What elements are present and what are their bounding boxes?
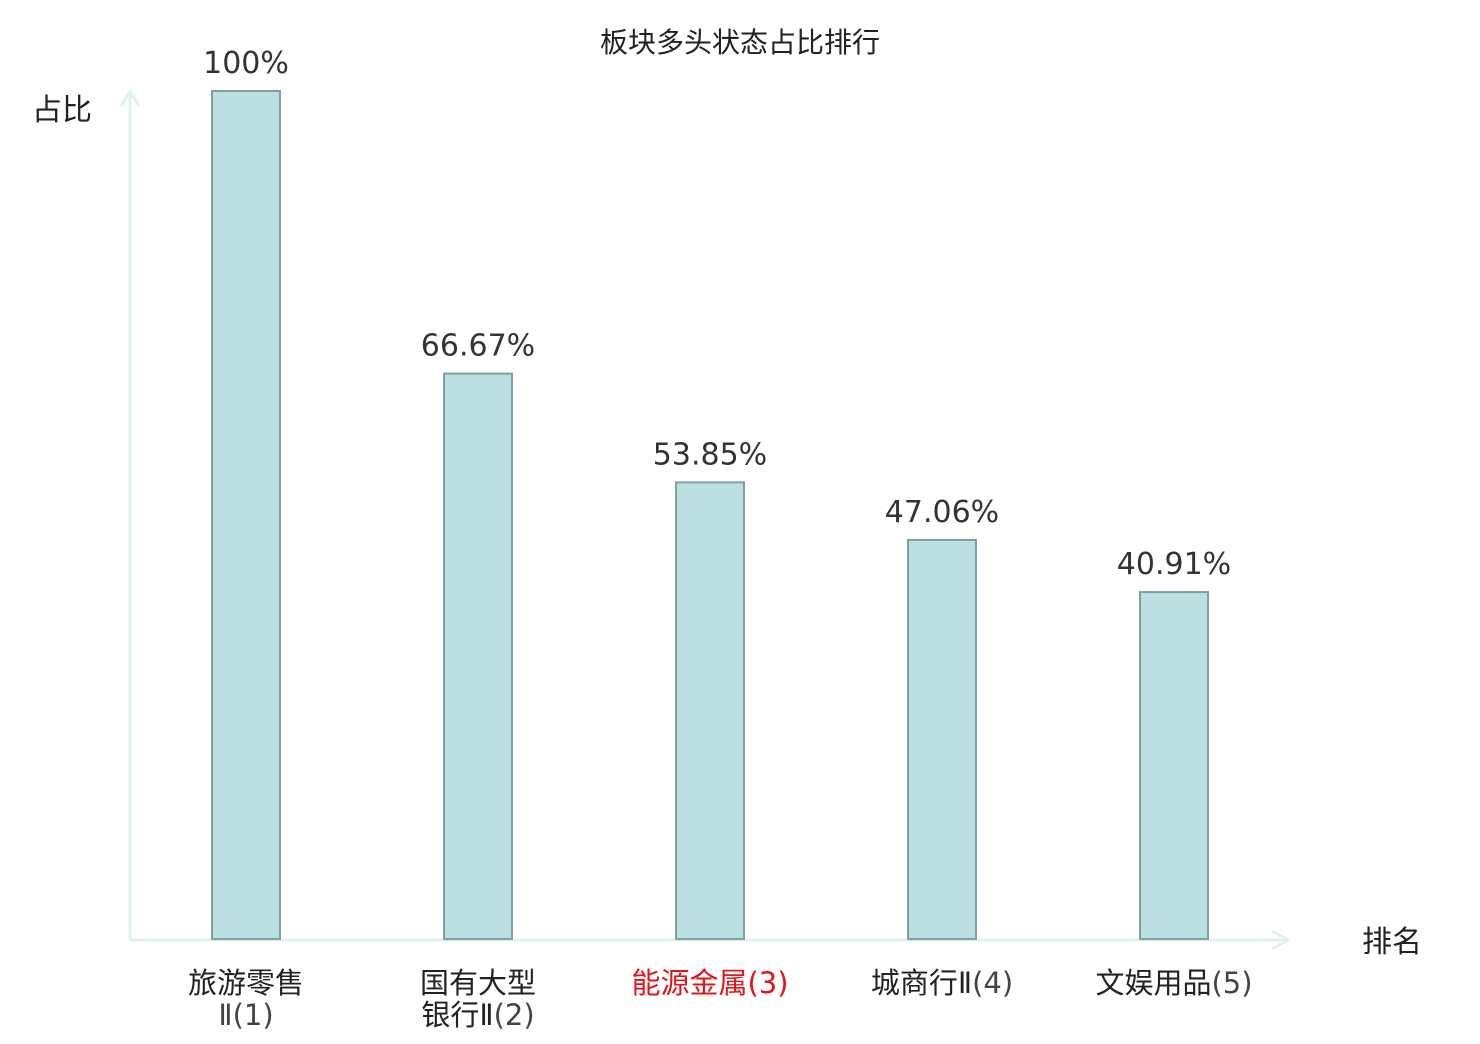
- x-axis-arrow: [1271, 929, 1292, 951]
- y-axis-label: 占比: [32, 93, 92, 128]
- value-label: 53.85%: [653, 437, 767, 472]
- category-label-line: 银行Ⅱ(2): [421, 998, 534, 1032]
- category-name: 国有大型: [420, 966, 536, 1000]
- bar: [675, 481, 745, 940]
- category-label: 能源金属(3): [631, 966, 788, 1000]
- category-label: 城商行Ⅱ(4): [871, 966, 1013, 1000]
- category-name: 银行Ⅱ: [421, 998, 493, 1032]
- category-label-line: 国有大型: [420, 966, 536, 1000]
- category-rank: (2): [494, 998, 535, 1032]
- category-name: 文娱用品: [1095, 966, 1211, 1000]
- value-label: 40.91%: [1117, 547, 1231, 582]
- category-name: 能源金属: [631, 966, 747, 1000]
- value-label: 66.67%: [421, 329, 535, 364]
- bar: [1139, 591, 1209, 940]
- value-label: 100%: [203, 46, 289, 81]
- bar: [211, 90, 281, 940]
- category-name: 旅游零售: [188, 966, 304, 1000]
- chart-title: 板块多头状态占比排行: [600, 26, 880, 59]
- bar: [443, 372, 513, 940]
- category-rank: (5): [1211, 966, 1252, 1000]
- category-label: 文娱用品(5): [1095, 966, 1252, 1000]
- category-name: 城商行Ⅱ: [871, 966, 972, 1000]
- x-axis-label: 排名: [1362, 925, 1422, 960]
- y-axis-arrow: [119, 88, 141, 107]
- category-rank: (3): [747, 966, 788, 1000]
- category-rank: (4): [972, 966, 1013, 1000]
- value-label: 47.06%: [885, 495, 999, 530]
- bar: [907, 538, 977, 940]
- category-rank: Ⅱ(1): [218, 998, 273, 1032]
